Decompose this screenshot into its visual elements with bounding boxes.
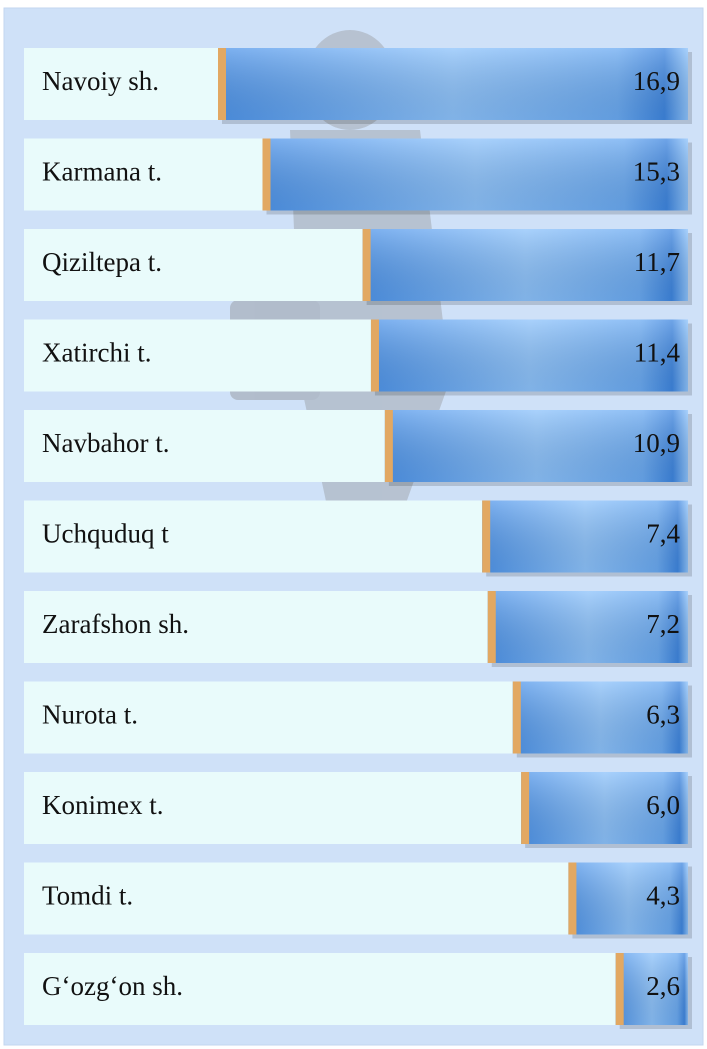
bar-shade — [262, 139, 688, 211]
value-label: 7,2 — [646, 609, 680, 639]
value-label: 4,3 — [646, 881, 680, 911]
value-label: 11,7 — [634, 247, 680, 277]
bar-accent — [363, 229, 371, 301]
category-label: Navoiy sh. — [42, 66, 159, 96]
category-label: Uchquduq t — [42, 519, 169, 549]
value-label: 16,9 — [633, 66, 680, 96]
bar-accent — [371, 320, 379, 392]
bar-accent — [262, 139, 270, 211]
category-label: Karmana t. — [42, 157, 162, 187]
category-label: G‘ozg‘on sh. — [42, 971, 183, 1001]
bar-shade — [218, 48, 688, 120]
value-label: 6,0 — [646, 790, 680, 820]
value-label: 2,6 — [646, 971, 680, 1001]
category-label: Zarafshon sh. — [42, 609, 189, 639]
category-label: Qiziltepa t. — [42, 247, 162, 277]
bar-accent — [385, 410, 393, 482]
category-label: Nurota t. — [42, 700, 138, 730]
bar-accent — [616, 953, 624, 1025]
bar-accent — [568, 863, 576, 935]
category-label: Tomdi t. — [42, 881, 133, 911]
value-label: 15,3 — [633, 157, 680, 187]
category-label: Navbahor t. — [42, 428, 169, 458]
category-label: Xatirchi t. — [42, 338, 151, 368]
chart: Navoiy sh. 16,9 Karmana t. 15,3 Qiziltepa t.… — [0, 0, 707, 1049]
bar-accent — [488, 591, 496, 663]
category-label: Konimex t. — [42, 790, 164, 820]
value-label: 10,9 — [633, 428, 680, 458]
bar-accent — [521, 772, 529, 844]
bar-accent — [482, 501, 490, 573]
value-label: 7,4 — [646, 519, 680, 549]
value-label: 11,4 — [634, 338, 681, 368]
bar-accent — [218, 48, 226, 120]
value-label: 6,3 — [646, 700, 680, 730]
bar-accent — [513, 682, 521, 754]
